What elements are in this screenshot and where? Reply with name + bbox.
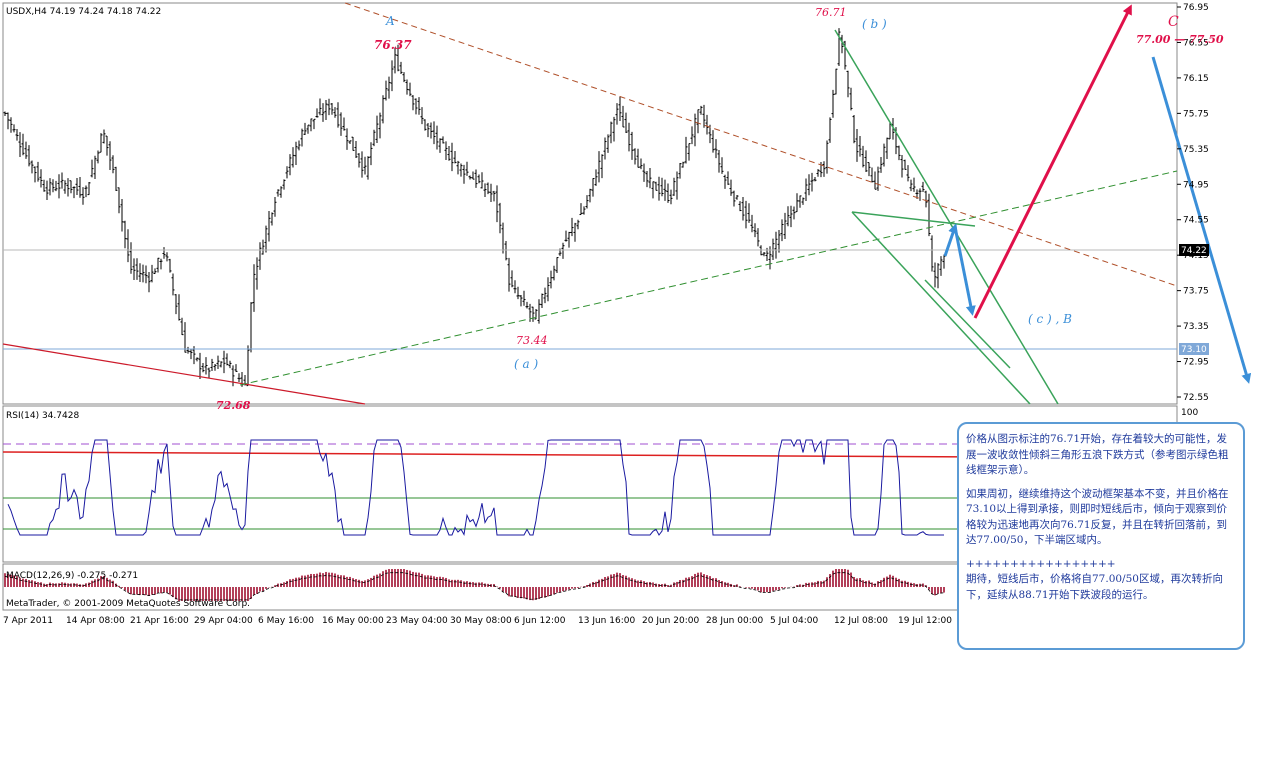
time-tick-label: 7 Apr 2011 bbox=[3, 616, 53, 626]
target-label: 77.00 — 77.50 bbox=[1136, 33, 1224, 46]
time-axis: 7 Apr 2011 14 Apr 08:00 21 Apr 16:00 29 Apr… bbox=[3, 616, 952, 626]
time-tick-label: 21 Apr 16:00 bbox=[130, 616, 189, 626]
copyright: MetaTrader, © 2001-2009 MetaQuotes Softw… bbox=[6, 599, 250, 609]
price-bars bbox=[3, 28, 946, 387]
blue-arrow-down bbox=[953, 226, 976, 316]
time-tick-label: 28 Jun 00:00 bbox=[706, 616, 763, 626]
green-diag-inner bbox=[924, 279, 1011, 369]
price-tick-label: 73.35 bbox=[1183, 322, 1209, 332]
time-tick-label: 23 May 04:00 bbox=[386, 616, 448, 626]
brown-dashed-downtrend bbox=[344, 2, 1178, 287]
price-tick-label: 74.15 bbox=[1183, 251, 1209, 261]
price-tick-label: 75.35 bbox=[1183, 145, 1209, 155]
green-channel-upper bbox=[834, 29, 1059, 405]
wave-A-label: A bbox=[385, 14, 395, 28]
price-tick-label: 74.55 bbox=[1183, 216, 1209, 226]
time-tick-label: 6 Jun 12:00 bbox=[514, 616, 566, 626]
macd-signal-line bbox=[4, 572, 945, 601]
green-channel-lower bbox=[851, 211, 1031, 405]
current-price-box bbox=[1179, 244, 1209, 256]
time-tick-label: 30 May 08:00 bbox=[450, 616, 512, 626]
low-a-label: 73.44 bbox=[516, 334, 548, 347]
high-A-label: 76.37 bbox=[374, 38, 412, 52]
note-paragraph-1: 价格从图示标注的76.71开始，存在着较大的可能性，发展一波收敛性倾斜三角形五浪… bbox=[966, 433, 1229, 476]
rsi-scale-max: 100 bbox=[1181, 408, 1198, 418]
green-triangle-top bbox=[851, 211, 976, 227]
price-tick-label: 73.75 bbox=[1183, 287, 1209, 297]
price-tick-label: 74.95 bbox=[1183, 180, 1209, 190]
macd-label: MACD(12,26,9) -0.275 -0.271 bbox=[6, 571, 138, 581]
price-tick-label: 76.95 bbox=[1183, 3, 1209, 13]
time-tick-label: 20 Jun 20:00 bbox=[642, 616, 699, 626]
blue-arrow-long-down bbox=[1151, 56, 1252, 384]
macd-panel bbox=[4, 569, 945, 601]
price-panel-frame bbox=[2, 2, 1178, 405]
time-tick-label: 16 May 00:00 bbox=[322, 616, 384, 626]
rsi-line bbox=[7, 439, 944, 536]
wave-b-label: ( b ) bbox=[862, 17, 887, 31]
current-price-label: 74.22 bbox=[1181, 246, 1207, 256]
green-dashed-uptrend bbox=[239, 170, 1178, 386]
support-price-label: 73.10 bbox=[1181, 345, 1207, 355]
time-tick-label: 6 May 16:00 bbox=[258, 616, 314, 626]
price-tick-label: 72.55 bbox=[1183, 393, 1209, 403]
red-lower-trendline bbox=[2, 343, 366, 405]
price-tick-label: 76.15 bbox=[1183, 74, 1209, 84]
wave-cB-label: ( c ) , B bbox=[1028, 312, 1072, 326]
analysis-note: 价格从图示标注的76.71开始，存在着较大的可能性，发展一波收敛性倾斜三角形五浪… bbox=[957, 422, 1245, 650]
price-tick-label: 76.55 bbox=[1183, 38, 1209, 48]
time-tick-label: 19 Jul 12:00 bbox=[898, 616, 952, 626]
time-tick-label: 29 Apr 04:00 bbox=[194, 616, 253, 626]
blue-arrow-up bbox=[943, 223, 958, 257]
time-tick-label: 12 Jul 08:00 bbox=[834, 616, 888, 626]
price-tick-label: 75.75 bbox=[1183, 109, 1209, 119]
note-separator: +++++++++++++++++ bbox=[966, 557, 1116, 570]
high-b-label: 76.71 bbox=[815, 6, 847, 19]
note-paragraph-2: 如果周初，继续维持这个波动框架基本不变，并且价格在73.10以上得到承接，则即时… bbox=[966, 487, 1229, 547]
note-paragraph-3: 期待，短线后市，价格将自77.00/50区域，再次转折向下，延续从88.71开始… bbox=[966, 573, 1223, 601]
price-axis: 76.95 76.55 76.15 75.75 75.35 74.95 74.55 74.15… bbox=[1177, 3, 1209, 403]
low-left-label: 72.68 bbox=[216, 399, 251, 412]
wave-C-label: C bbox=[1168, 14, 1179, 30]
symbol-header: USDX,H4 74.19 74.24 74.18 74.22 bbox=[6, 7, 161, 17]
wave-a-label: ( a ) bbox=[514, 357, 538, 371]
rsi-label: RSI(14) 34.7428 bbox=[6, 411, 79, 421]
support-price-box bbox=[1179, 343, 1209, 355]
time-tick-label: 5 Jul 04:00 bbox=[770, 616, 819, 626]
time-tick-label: 13 Jun 16:00 bbox=[578, 616, 635, 626]
time-tick-label: 14 Apr 08:00 bbox=[66, 616, 125, 626]
red-arrow-up bbox=[973, 4, 1132, 319]
price-tick-label: 72.95 bbox=[1183, 358, 1209, 368]
